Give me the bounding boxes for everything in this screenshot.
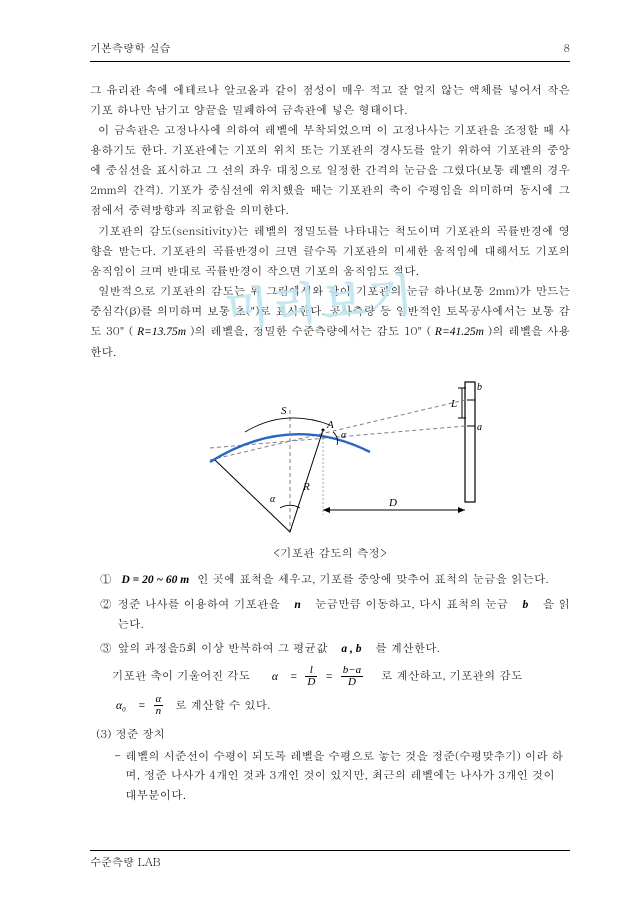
paragraph-3a: 기포관의 감도(sensitivity)는 레벨의 정밀도를 나타내는 척도이며…	[90, 221, 570, 281]
step-1-formula: D = 20 ~ 60 m	[122, 574, 190, 586]
page-header: 기본측량학 실습 8	[90, 40, 570, 62]
section-3-title: (3) 정준 장치	[96, 725, 570, 745]
step-3: ③ 앞의 과정을5회 이상 반복하여 그 평균값 a , b 를 계산한다.	[90, 639, 570, 660]
fraction-baD: b−a D	[341, 665, 363, 688]
step-3-num: ③	[100, 639, 112, 659]
step-1-num: ①	[100, 570, 112, 590]
svg-text:α: α	[341, 430, 347, 441]
fraction-lD: l D	[305, 665, 317, 688]
paragraph-3b: 일반적으로 기포관의 감도는 위 그림에서와 같이 기포관의 눈금 하나(보통 …	[90, 281, 570, 363]
page-footer: 수준측량 LAB	[90, 850, 570, 873]
page-number: 8	[563, 40, 570, 59]
formula-R1: R=13.75m	[137, 326, 186, 338]
section-3-item: - 레벨의 시준선이 수평이 되도록 레벨을 수평으로 놓는 것을 정준(수평맞…	[114, 747, 570, 806]
body-text: 그 유리관 속에 에테르나 알코올과 같이 점성이 매우 적고 잘 얼지 않는 …	[90, 80, 570, 363]
step-2-num: ②	[100, 595, 112, 615]
diagram-container: L b a S A α α R	[90, 370, 570, 540]
paragraph-1: 그 유리관 속에 에테르나 알코올과 같이 점성이 매우 적고 잘 얼지 않는 …	[90, 80, 570, 120]
header-title: 기본측량학 실습	[90, 40, 171, 59]
section-3: (3) 정준 장치 - 레벨의 시준선이 수평이 되도록 레벨을 수평으로 놓는…	[96, 725, 570, 805]
svg-text:α: α	[270, 494, 276, 505]
fraction-an: α n	[154, 694, 164, 717]
sensitivity-diagram: L b a S A α α R	[155, 370, 505, 540]
svg-text:L: L	[450, 398, 457, 410]
footer-text: 수준측량 LAB	[90, 855, 161, 870]
step-1: ① D = 20 ~ 60 m 인 곳에 표척을 세우고, 기포를 중앙에 맞추…	[90, 570, 570, 591]
step-2: ② 정준 나사를 이용하여 기포관을 n 눈금만큼 이동하고, 다시 표척의 눈…	[90, 595, 570, 635]
formula-row-1: 기포관 축이 기울어진 각도 α = l D = b−a D 로 계산하고, 기…	[112, 665, 570, 688]
svg-text:A: A	[326, 419, 334, 431]
var-ab: a , b	[341, 643, 361, 655]
var-b: b	[523, 599, 529, 611]
formula-R2: R=41.25m	[435, 326, 484, 338]
svg-text:D: D	[388, 497, 397, 509]
svg-text:R: R	[302, 481, 310, 493]
paragraph-2: 이 금속관은 고정나사에 의하여 레벨에 부착되었으며 이 고정나사는 기포관을…	[90, 120, 570, 221]
formula-row-2: α₀ = α n 로 계산할 수 있다.	[112, 694, 570, 717]
svg-text:a: a	[477, 422, 482, 433]
var-n: n	[294, 599, 300, 611]
svg-text:S: S	[281, 405, 287, 417]
diagram-caption: <기포관 감도의 측정>	[90, 544, 570, 564]
svg-text:b: b	[477, 382, 482, 393]
